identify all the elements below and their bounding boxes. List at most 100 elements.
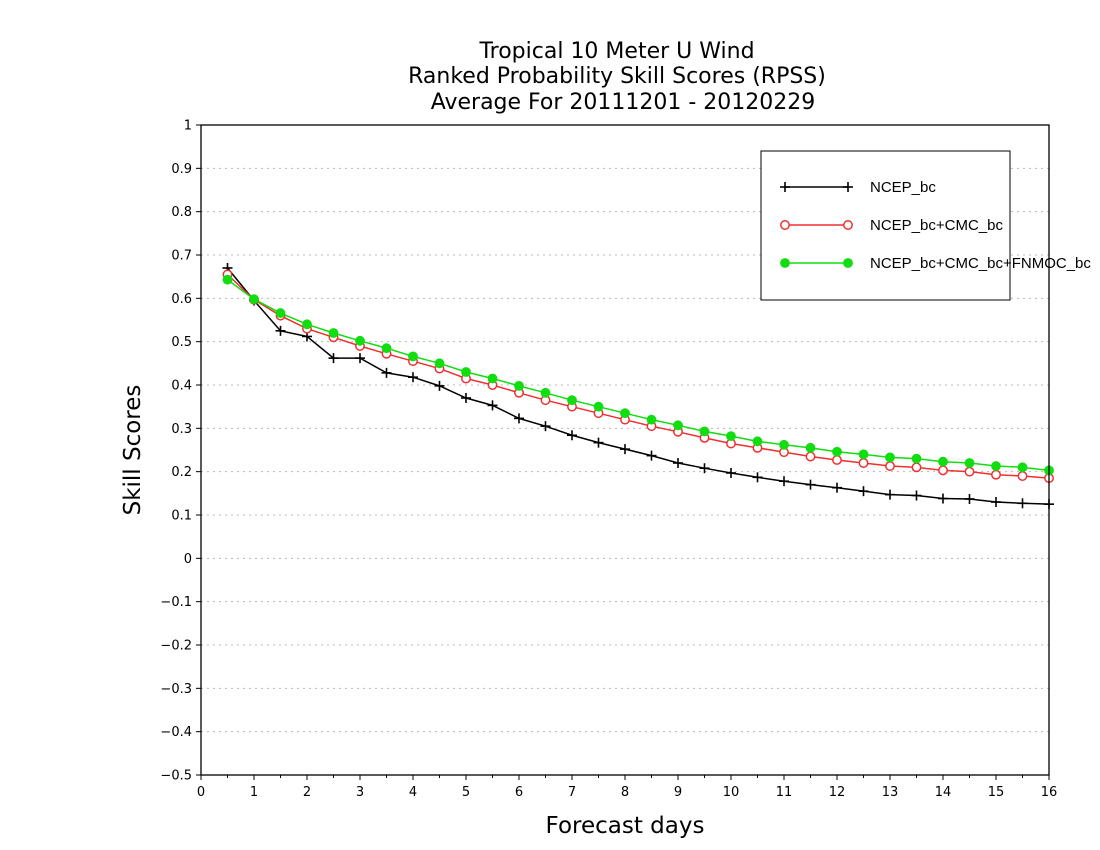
data-point [779, 439, 789, 450]
y-tick-label: 0.9 [171, 162, 192, 177]
x-tick-label: 10 [723, 785, 740, 800]
data-point [461, 393, 471, 403]
legend-marker [780, 182, 790, 192]
data-point [646, 450, 657, 461]
y-tick-label: 0.7 [171, 249, 192, 264]
x-tick-label: 1 [250, 785, 258, 800]
x-tick-label: 5 [462, 785, 470, 800]
x-tick-label: 16 [1041, 785, 1058, 800]
data-point [487, 400, 498, 411]
series-line-1 [226, 273, 1050, 479]
series-0 [222, 263, 1054, 510]
data-point [249, 294, 259, 305]
data-point [567, 430, 577, 441]
y-tick-label: 0.4 [171, 379, 192, 394]
y-tick-label: 0.3 [171, 422, 192, 437]
chart-title-line-2: Ranked Probability Skill Scores (RPSS) [408, 64, 826, 89]
data-point [726, 431, 736, 442]
data-point [567, 395, 577, 406]
x-tick-label: 13 [882, 785, 899, 800]
data-point [408, 351, 418, 362]
legend-marker [780, 258, 790, 268]
data-point [1017, 498, 1028, 509]
legend-entry-1: NCEP_bc+CMC_bc [780, 217, 1003, 234]
y-tick-label: 0.6 [171, 292, 192, 307]
data-point [938, 493, 948, 504]
data-point [964, 458, 975, 468]
data-point [222, 274, 233, 285]
x-tick-label: 11 [776, 785, 793, 800]
legend-entry-2: NCEP_bc+CMC_bc+FNMOC_bc [780, 255, 1091, 272]
data-point [381, 343, 392, 354]
series-2 [222, 274, 1054, 476]
data-point [885, 461, 895, 471]
data-point [832, 482, 842, 493]
data-point [355, 335, 365, 346]
x-axis-ticks: 0 1 2 3 4 5 6 7 8 9 10 11 12 13 14 15 16 [197, 775, 1057, 800]
x-tick-label: 15 [988, 785, 1005, 800]
x-tick-label: 8 [621, 785, 629, 800]
y-tick-label: −0.3 [160, 682, 192, 697]
legend-label: NCEP_bc+CMC_bc+FNMOC_bc [870, 255, 1091, 272]
data-point [699, 426, 710, 437]
data-point [275, 325, 286, 336]
data-point [328, 328, 339, 338]
y-tick-label: −0.4 [160, 725, 192, 740]
legend-label: NCEP_bc+CMC_bc [870, 217, 1003, 234]
x-tick-label: 7 [568, 785, 576, 800]
data-point [1017, 462, 1028, 473]
data-point [858, 449, 869, 460]
data-point [991, 469, 1001, 480]
x-axis-label: Forecast days [546, 813, 705, 839]
series-layer [222, 263, 1054, 510]
data-point [991, 461, 1001, 471]
data-point [646, 414, 657, 425]
data-point [514, 413, 524, 424]
data-point [434, 358, 445, 369]
chart-title-line-3: Average For 20111201 - 20120229 [431, 90, 816, 115]
data-point [726, 467, 736, 478]
data-point [885, 452, 895, 463]
x-tick-label: 9 [674, 785, 682, 800]
data-point [805, 479, 816, 490]
data-point [434, 380, 445, 391]
data-point [699, 463, 710, 474]
x-tick-label: 4 [409, 785, 417, 800]
data-point [832, 446, 842, 457]
data-point [911, 453, 922, 464]
x-tick-label: 3 [356, 785, 364, 800]
data-point [752, 472, 763, 483]
data-point [355, 353, 365, 364]
y-tick-label: 0.1 [171, 509, 192, 524]
data-point [779, 476, 789, 487]
data-point [673, 458, 683, 468]
y-tick-label: −0.1 [160, 595, 192, 610]
data-point [673, 420, 683, 431]
y-tick-label: −0.2 [160, 639, 192, 654]
data-point [593, 437, 604, 448]
data-point [964, 493, 975, 504]
series-line-2 [227, 279, 1050, 472]
x-tick-label: 14 [935, 785, 952, 800]
y-tick-label: 0.2 [171, 465, 192, 480]
data-point [620, 444, 630, 455]
data-point [964, 466, 975, 477]
data-point [805, 451, 816, 462]
legend-entry-0: NCEP_bc [780, 179, 936, 196]
legend-marker [780, 220, 790, 230]
data-point [275, 308, 286, 318]
data-point [991, 497, 1001, 507]
y-axis-ticks: −0.5 −0.4 −0.3 −0.2 −0.1 0 0.1 0.2 0.3 0.4 0.5 0.6 0… [160, 119, 201, 784]
legend-marker [843, 220, 853, 230]
legend-marker [843, 258, 853, 268]
data-point [461, 367, 471, 377]
data-point [620, 408, 630, 419]
data-point [593, 401, 604, 412]
data-point [302, 319, 312, 330]
legend-items: NCEP_bc NCEP_bc+CMC_bc NCEP_bc+CMC_bc+FNMO… [780, 179, 1091, 272]
y-tick-label: 0 [184, 552, 192, 567]
chart-title: Tropical 10 Meter U Wind Ranked Probabil… [408, 39, 826, 115]
data-point [938, 465, 948, 476]
